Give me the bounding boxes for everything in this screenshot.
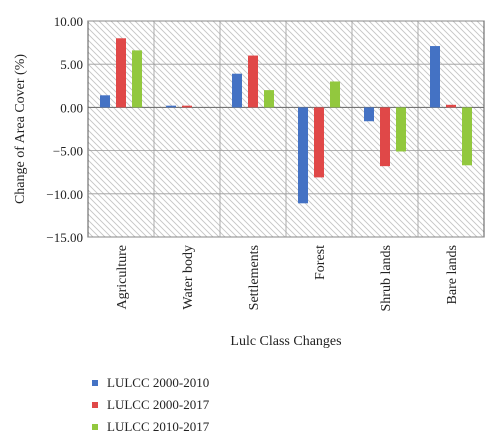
x-tick-label: Water body — [181, 245, 196, 310]
bar-agriculture-series-1 — [100, 95, 110, 108]
legend: LULCC 2000-2010 LULCC 2000-2017 LULCC 2010… — [92, 372, 209, 438]
bar-bare-lands-series-3 — [462, 107, 472, 166]
x-axis-label: Lulc Class Changes — [230, 334, 341, 349]
legend-label: LULCC 2000-2017 — [107, 397, 210, 412]
x-axis-ticks: Agriculture Water body Settlements Forest Sh… — [115, 245, 460, 312]
x-tick-label: Settlements — [247, 245, 262, 310]
gridlines — [88, 20, 484, 238]
x-tick-label: Agriculture — [115, 245, 130, 310]
y-tick-label: 5.00 — [60, 57, 83, 72]
legend-swatch — [92, 380, 98, 386]
y-tick-label: 10.00 — [54, 14, 83, 29]
bar-shrub-lands-series-1 — [364, 107, 374, 122]
bar-water-body-series-2 — [182, 105, 192, 108]
bar-settlements-series-3 — [264, 90, 274, 108]
y-axis-label: Change of Area Cover (%) — [13, 54, 28, 204]
bars — [100, 38, 472, 204]
legend-label: LULCC 2000-2010 — [107, 375, 210, 390]
chart: 10.00 5.00 0.00 −5.00 −10.00 −15.00 Agricultu… — [13, 14, 485, 349]
x-tick-label: Bare lands — [445, 245, 460, 304]
bar-agriculture-series-2 — [116, 38, 126, 108]
bar-forest-series-1 — [298, 107, 308, 204]
bar-settlements-series-2 — [248, 55, 258, 108]
bar-shrub-lands-series-2 — [380, 107, 390, 167]
legend-item: LULCC 2010-2017 — [92, 416, 209, 438]
bar-bare-lands-series-2 — [446, 104, 456, 108]
y-tick-label: 0.00 — [60, 100, 83, 115]
legend-swatch — [92, 424, 98, 430]
legend-swatch — [92, 402, 98, 408]
legend-item: LULCC 2000-2010 — [92, 372, 209, 394]
y-tick-label: −5.00 — [53, 144, 83, 159]
bar-water-body-series-1 — [166, 105, 176, 108]
x-tick-label: Shrub lands — [379, 245, 394, 312]
bar-agriculture-series-3 — [132, 50, 142, 108]
legend-item: LULCC 2000-2017 — [92, 394, 209, 416]
bar-settlements-series-1 — [232, 73, 242, 108]
y-tick-label: −10.00 — [46, 187, 83, 202]
x-tick-label: Forest — [313, 245, 328, 280]
y-axis-ticks: 10.00 5.00 0.00 −5.00 −10.00 −15.00 — [46, 14, 83, 245]
bar-bare-lands-series-1 — [430, 46, 440, 108]
bar-forest-series-2 — [314, 107, 324, 178]
y-tick-label: −15.00 — [46, 230, 83, 245]
bar-forest-series-3 — [330, 81, 340, 108]
bar-shrub-lands-series-3 — [396, 107, 406, 152]
legend-label: LULCC 2010-2017 — [107, 419, 210, 434]
